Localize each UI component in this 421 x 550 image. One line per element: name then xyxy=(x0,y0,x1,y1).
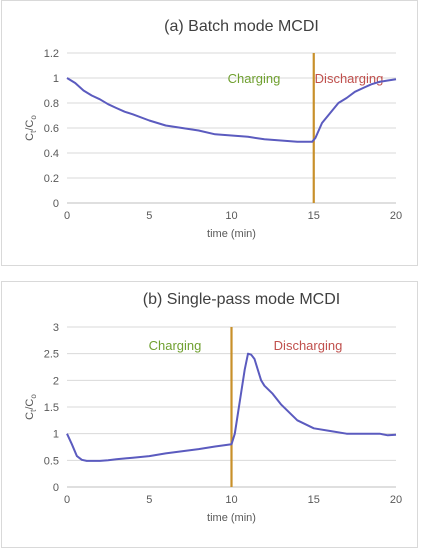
series-line xyxy=(66,352,397,462)
y-axis-label: Ct/Co xyxy=(24,115,38,141)
series-line xyxy=(66,77,397,143)
y-tick-label: 0.8 xyxy=(44,98,59,110)
discharging-label: Discharging xyxy=(274,338,343,353)
y-tick-label: 1 xyxy=(53,429,59,441)
y-axis-label: Ct/Co xyxy=(24,394,38,420)
chart-panel-b: (b) Single-pass mode MCDI 0 0.5 1 1.5 2 2.5 3 0 5… xyxy=(1,281,418,548)
y-tick-label: 1 xyxy=(53,73,59,85)
x-tick-label: 10 xyxy=(225,494,237,506)
y-tick-label: 0 xyxy=(53,198,59,210)
y-tick-label: 0.2 xyxy=(44,173,59,185)
y-tick-label: 2 xyxy=(53,375,59,387)
y-tick-label: 2.5 xyxy=(44,349,59,361)
chart-b: (b) Single-pass mode MCDI 0 0.5 1 1.5 2 2.5 3 0 5… xyxy=(24,291,402,524)
discharging-label: Discharging xyxy=(315,71,384,86)
x-tick-label: 20 xyxy=(390,210,402,222)
x-tick-label: 15 xyxy=(308,494,320,506)
y-tick-label: 1.5 xyxy=(44,402,59,414)
chart-title: (a) Batch mode MCDI xyxy=(164,18,319,35)
charging-label: Charging xyxy=(228,71,281,86)
x-tick-label: 15 xyxy=(308,210,320,222)
chart-title: (b) Single-pass mode MCDI xyxy=(143,291,340,308)
y-tick-label: 0 xyxy=(53,482,59,494)
chart-panel-a: (a) Batch mode MCDI 0 0.2 0.4 0.6 0.8 1 1.2 0 5 10… xyxy=(1,0,418,266)
x-tick-label: 5 xyxy=(146,210,152,222)
chart-a: (a) Batch mode MCDI 0 0.2 0.4 0.6 0.8 1 1.2 0 5 10… xyxy=(24,18,402,240)
x-axis-label: time (min) xyxy=(207,512,256,524)
x-axis-label: time (min) xyxy=(207,228,256,240)
x-tick-label: 10 xyxy=(225,210,237,222)
y-tick-label: 0.4 xyxy=(44,148,59,160)
y-tick-label: 0.5 xyxy=(44,455,59,467)
x-tick-label: 0 xyxy=(64,494,70,506)
y-tick-label: 1.2 xyxy=(44,48,59,60)
y-tick-label: 3 xyxy=(53,322,59,334)
x-tick-label: 0 xyxy=(64,210,70,222)
x-tick-label: 20 xyxy=(390,494,402,506)
y-tick-label: 0.6 xyxy=(44,123,59,135)
x-tick-label: 5 xyxy=(146,494,152,506)
charging-label: Charging xyxy=(149,338,202,353)
